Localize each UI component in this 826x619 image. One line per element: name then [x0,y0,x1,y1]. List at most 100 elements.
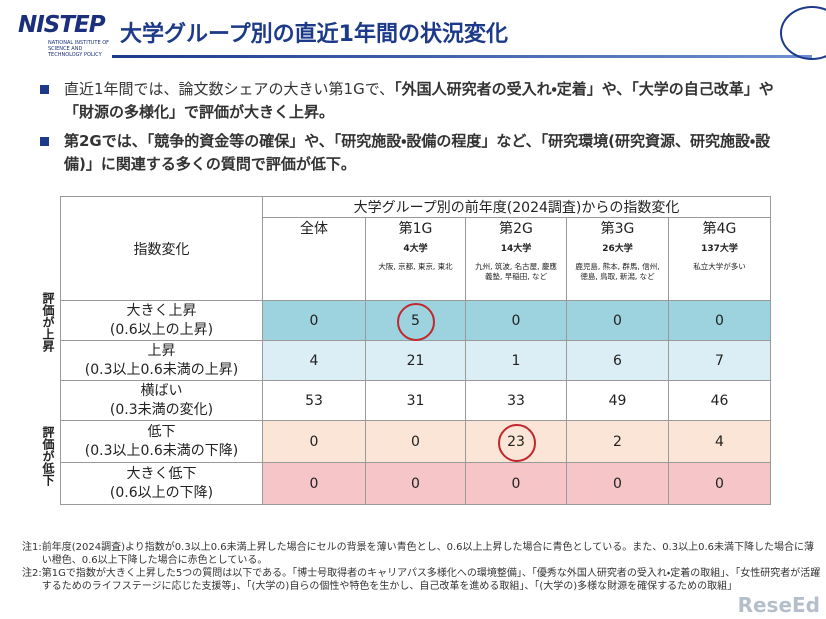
cell-value: 0 [309,433,319,450]
group-members: 九州, 筑波, 名古屋, 慶應義塾, 早稲田, など [475,261,557,281]
cell-value: 0 [511,312,521,329]
cell: 23 [465,420,567,463]
bullet-text-bold: 「外国人研究者の受入れ・定着」や、「大学の自己改革」や「財源の多様化」で評価が大… [64,80,774,121]
cell: 0 [365,420,466,463]
cell-value: 0 [309,312,319,329]
column-subheader: 14大学九州, 筑波, 名古屋, 慶應義塾, 早稲田, など [465,238,567,301]
cell-value: 2 [613,433,622,450]
cell: 0 [262,420,366,463]
row-label-range: (0.6以上の下降) [109,484,214,501]
row-label-name: 大きく上昇 [126,302,197,319]
note-text: 前年度(2024調査)より指数が0.3以上0.6未満上昇した場合にセルの背景を薄… [41,542,815,566]
row-label-range: (0.3未満の変化) [109,401,214,418]
cell-value: 49 [608,392,627,409]
cell-value: 6 [613,352,622,369]
cell: 0 [465,300,567,341]
notes: 注1: 前年度(2024調査)より指数が0.3以上0.6未満上昇した場合にセルの背… [22,541,822,593]
cell-value: 0 [613,312,622,329]
cell: 1 [465,340,567,381]
cell-value: 0 [613,475,622,492]
watermark: ReseEd [737,593,820,617]
row-label: 大きく上昇 (0.6以上の上昇) [60,300,263,341]
data-row: 大きく低下 (0.6以上の下降) 0 0 0 0 0 [60,462,771,505]
row-label-name: 大きく低下 [126,465,197,482]
cell: 0 [668,300,771,341]
cell: 0 [566,462,669,505]
cell: 0 [465,462,567,505]
cell-value: 4 [309,352,319,369]
table-body: 指数変化 大学グループ別の前年度(2024調査)からの指数変化 全体 第1G 第2G 第3… [60,196,771,505]
cell-value: 0 [309,475,319,492]
row-label: 低下 (0.3以上0.6未満の下降) [60,420,263,463]
group-count: 14大学 [500,243,532,254]
cell: 0 [566,300,669,341]
side-label: 評価が低下 [41,426,55,486]
row-label-range: (0.3以上0.6未満の下降) [84,442,239,459]
row-label-name: 低下 [147,423,176,440]
cell: 21 [365,340,466,381]
note-label: 注1: [22,542,42,553]
note: 注1: 前年度(2024調査)より指数が0.3以上0.6未満上昇した場合にセルの背… [22,541,822,567]
cell: 2 [566,420,669,463]
cell: 4 [668,420,771,463]
data-row: 大きく上昇 (0.6以上の上昇) 0 5 0 0 0 [60,300,771,341]
cell-value: 1 [511,352,521,369]
row-label-name: 横ばい [140,382,183,399]
group-count: 137大学 [701,243,738,254]
row-label: 横ばい (0.3未満の変化) [60,380,263,421]
title-rule [112,55,812,58]
header-row: 指数変化 大学グループ別の前年度(2024調査)からの指数変化 [60,196,771,301]
bullet-text-bold: 第2Gでは、「競争的資金等の確保」や、「研究施設・設備の程度」など、「研究環境(… [64,132,771,173]
cell-value: 7 [715,352,724,369]
group-count: 26大学 [602,243,633,254]
bullet: 第2Gでは、「競争的資金等の確保」や、「研究施設・設備の程度」など、「研究環境(… [38,130,798,176]
cell-value: 31 [406,392,425,409]
row-label-name: 上昇 [147,342,176,359]
cell: 7 [668,340,771,381]
column-header: 第3G [566,217,669,239]
side-label: 評価が上昇 [41,292,55,352]
cell-value: 0 [715,475,724,492]
logo: NISTEP NATIONAL INSTITUTE OF SCIENCE AND… [8,8,109,68]
cell-value: 53 [305,392,323,409]
cell-value: 5 [397,302,436,341]
slide-title: 大学グループ別の直近1年間の状況変化 [120,22,508,47]
bullet-text: 直近1年間では、論文数シェアの大きい第1Gで、 [64,80,395,98]
note-label: 注2: [22,568,42,579]
data-row: 上昇 (0.3以上0.6未満の上昇) 4 21 1 6 7 [60,340,771,381]
highlight-ring [497,423,536,462]
cell: 33 [465,380,567,421]
group-members: 私立大学が多い [693,261,746,271]
cell: 53 [262,380,366,421]
cell: 31 [365,380,466,421]
bullet-list: 直近1年間では、論文数シェアの大きい第1Gで、「外国人研究者の受入れ・定着」や、… [38,78,798,182]
group-count: 4大学 [403,243,428,254]
cell: 0 [668,462,771,505]
logo-text: NISTEP [18,12,106,38]
column-subheader: 4大学大阪, 京都, 東京, 東北 [365,238,466,301]
column-header: 第4G [668,217,771,239]
cell-value: 33 [507,392,525,409]
note-text: 第1Gで指数が大きく上昇した5つの質問は以下である。「博士号取得者のキャリアパス… [41,568,821,592]
row-label-range: (0.3以上0.6未満の上昇) [84,361,239,378]
group-members: 大阪, 京都, 東京, 東北 [378,261,453,271]
column-header: 全体 [262,217,366,239]
cell-value: 46 [710,392,729,409]
header-row: 4大学 大阪, 京都, 東京, 東北 14大学 九州, 筑波, 名古屋, 慶應義塾, … [61,238,771,301]
data-row: 低下 (0.3以上0.6未満の下降) 0 0 23 2 4 [60,420,771,463]
data-row: 横ばい (0.3未満の変化) 53 31 33 49 46 [60,380,771,421]
corner-header: 指数変化 [60,196,263,301]
decoration [780,6,826,60]
column-header: 第1G [365,217,466,239]
cell-value: 0 [715,312,724,329]
cell-value: 23 [497,423,536,462]
cell-value: 4 [715,433,724,450]
cell: 0 [262,462,366,505]
bullet: 直近1年間では、論文数シェアの大きい第1Gで、「外国人研究者の受入れ・定着」や、… [38,78,798,124]
column-subheader: 26大学 鹿児島, 熊本, 群馬, 信州, 徳島, 鳥取, 新潟, など [566,238,669,301]
cell: 0 [262,300,366,341]
cell-value: 0 [411,475,420,492]
note: 注2: 第1Gで指数が大きく上昇した5つの質問は以下である。「博士号取得者のキャリ… [22,567,822,593]
